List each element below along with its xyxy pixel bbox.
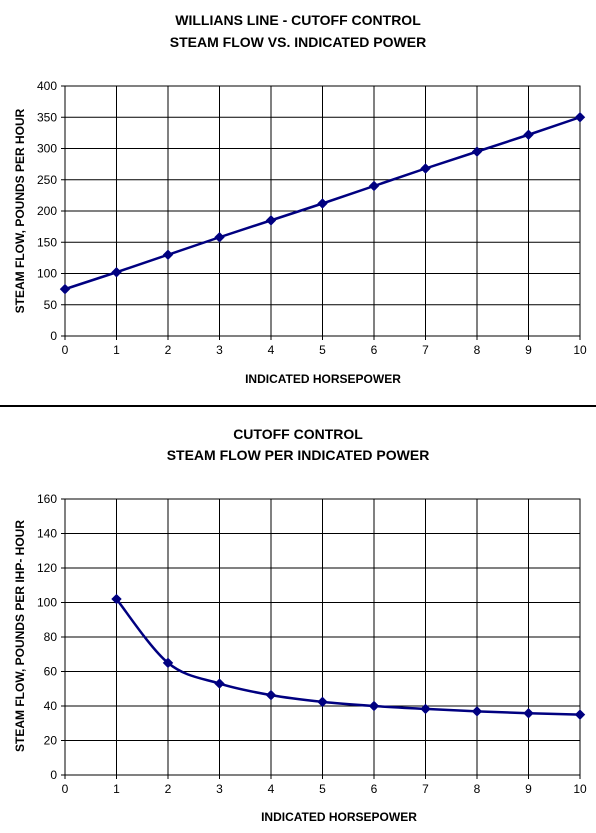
chart1-data-point: [523, 129, 534, 140]
chart1-data-point: [368, 180, 380, 192]
chart1-x-tick-label: 8: [474, 343, 481, 357]
chart1-data-point: [214, 232, 225, 243]
chart2-x-axis-label: INDICATED HORSEPOWER: [261, 810, 417, 824]
chart2-title: CUTOFF CONTROL: [233, 426, 363, 442]
chart1-data-point: [111, 267, 122, 278]
chart2-data-point: [420, 703, 431, 715]
chart2-y-tick-label: 0: [50, 768, 57, 782]
chart1-y-axis-label: STEAM FLOW, POUNDS PER HOUR: [13, 108, 27, 313]
chart2-y-tick-label: 160: [37, 492, 57, 506]
chart-willians-line: WILLIANS LINE - CUTOFF CONTROL STEAM FLO…: [13, 12, 587, 386]
chart1-data-point: [162, 249, 174, 260]
chart1-data-point: [574, 112, 586, 123]
chart1-y-tick-label: 400: [37, 79, 57, 93]
chart-cutoff-control: CUTOFF CONTROL STEAM FLOW PER INDICATED …: [13, 426, 587, 824]
chart1-y-tick-label: 300: [37, 142, 57, 156]
chart1-data-point: [59, 283, 71, 295]
chart2-subtitle: STEAM FLOW PER INDICATED POWER: [167, 447, 430, 463]
chart2-data-point: [111, 593, 122, 605]
chart1-x-axis-label: INDICATED HORSEPOWER: [245, 372, 401, 386]
chart1-x-tick-label: 5: [319, 343, 326, 357]
chart2-y-tick-label: 80: [44, 630, 58, 644]
chart2-x-tick-label: 0: [62, 782, 69, 796]
chart2-y-axis-label: STEAM FLOW, POUNDS PER IHP- HOUR: [13, 520, 27, 752]
chart2-data-point: [317, 696, 328, 708]
chart1-data-point: [317, 198, 328, 209]
chart2-y-tick-label: 40: [44, 699, 58, 713]
chart1-y-tick-label: 0: [50, 329, 57, 343]
chart1-x-tick-label: 2: [165, 343, 172, 357]
chart2-y-tick-label: 120: [37, 561, 57, 575]
chart2-x-tick-label: 5: [319, 782, 326, 796]
chart2-y-tick-label: 20: [44, 734, 58, 748]
chart2-y-tick-label: 140: [37, 527, 57, 541]
chart2-data-point: [471, 706, 483, 717]
chart1-data-point: [265, 215, 277, 226]
chart2-y-tick-label: 60: [44, 665, 58, 679]
chart2-data-point: [574, 709, 586, 720]
chart1-x-tick-label: 10: [573, 343, 587, 357]
chart2-x-tick-label: 7: [422, 782, 429, 796]
chart2-x-tick-label: 8: [474, 782, 481, 796]
chart1-x-tick-label: 3: [216, 343, 223, 357]
chart1-subtitle: STEAM FLOW VS. INDICATED POWER: [170, 34, 426, 50]
chart2-data-point: [162, 657, 174, 669]
chart2-data-point: [368, 700, 380, 712]
chart2-x-tick-label: 10: [573, 782, 587, 796]
chart1-x-tick-label: 9: [525, 343, 532, 357]
chart2-x-tick-label: 6: [371, 782, 378, 796]
chart2-x-tick-label: 9: [525, 782, 532, 796]
chart1-x-tick-label: 6: [371, 343, 378, 357]
chart1-x-tick-label: 1: [113, 343, 120, 357]
chart1-data-point: [471, 146, 483, 157]
chart2-x-tick-label: 2: [165, 782, 172, 796]
chart1-x-tick-label: 0: [62, 343, 69, 357]
chart2-y-tick-label: 100: [37, 596, 57, 610]
chart1-y-tick-label: 100: [37, 267, 57, 281]
chart2-data-point: [214, 678, 225, 689]
chart2-data-point: [523, 708, 534, 719]
chart2-series-line: [115, 598, 581, 716]
chart1-x-tick-label: 7: [422, 343, 429, 357]
chart1-x-tick-label: 4: [268, 343, 275, 357]
chart2-x-tick-label: 3: [216, 782, 223, 796]
chart2-data-point: [265, 689, 277, 701]
chart1-data-point: [420, 163, 431, 174]
chart2-x-tick-label: 4: [268, 782, 275, 796]
chart1-y-tick-label: 350: [37, 110, 57, 124]
chart1-y-tick-label: 200: [37, 204, 57, 218]
chart1-y-tick-label: 150: [37, 235, 57, 249]
chart2-x-tick-label: 1: [113, 782, 120, 796]
chart1-y-tick-label: 50: [44, 298, 58, 312]
chart1-title: WILLIANS LINE - CUTOFF CONTROL: [175, 12, 421, 28]
chart1-y-tick-label: 250: [37, 173, 57, 187]
